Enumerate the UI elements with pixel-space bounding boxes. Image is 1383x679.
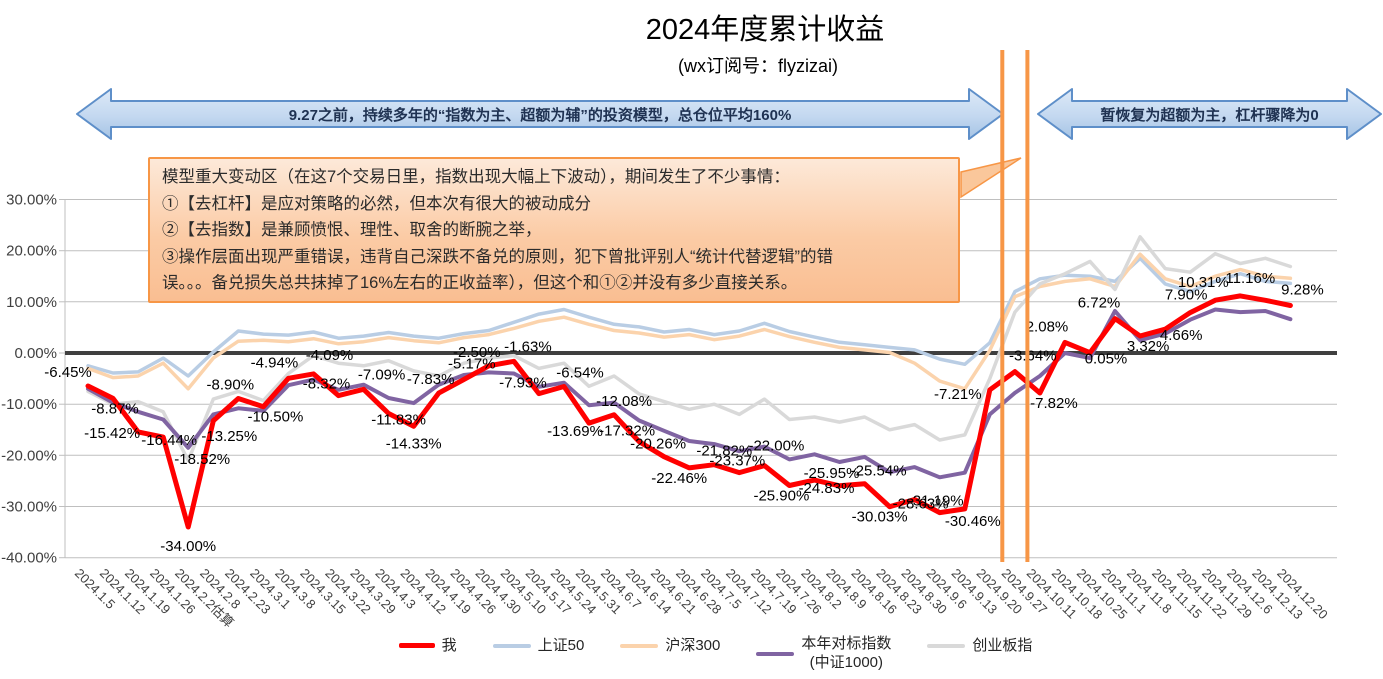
legend-label: 本年对标指数 xyxy=(801,635,892,652)
data-label: -24.83% xyxy=(799,480,855,497)
series-line xyxy=(86,256,1293,378)
data-label: -15.42% xyxy=(84,425,140,442)
data-label: -8.87% xyxy=(91,400,139,417)
y-axis-label: -10.00% xyxy=(1,396,57,413)
data-label: -16.44% xyxy=(141,432,197,449)
blue-line-swatch-icon xyxy=(492,643,531,648)
callout-line: 模型重大变动区（在这7个交易日里，指数出现大幅上下波动），期间发生了不少事情： xyxy=(162,168,790,186)
pre-927-strategy-text: 9.27之前，持续多年的“指数为主、超额为辅”的投资模型，总仓位平均160% xyxy=(288,106,792,124)
gray-line-swatch-icon xyxy=(927,643,966,648)
post-927-strategy-text: 暂恢复为超额为主，杠杆骤降为0 xyxy=(1100,106,1319,124)
page-subtitle: (wx订阅号：flyzizai) xyxy=(678,56,838,76)
left-right-arrow-icon xyxy=(1037,88,1382,140)
data-label: -2.50% xyxy=(453,344,501,361)
legend-item-csi300: 沪深300 xyxy=(620,634,720,655)
data-label: -8.90% xyxy=(207,377,255,394)
legend-item-me: 我 xyxy=(398,634,457,655)
data-label: 9.28% xyxy=(1281,282,1324,299)
data-label: 3.32% xyxy=(1127,338,1170,355)
y-axis-label: -40.00% xyxy=(1,550,57,567)
y-axis-label: -20.00% xyxy=(1,447,57,464)
data-label: -6.45% xyxy=(44,364,92,381)
data-label: -7.82% xyxy=(1030,395,1078,412)
data-label: -18.52% xyxy=(174,451,230,468)
y-axis-label: 10.00% xyxy=(6,294,57,311)
series-line xyxy=(86,235,1293,463)
data-label: -20.26% xyxy=(630,436,686,453)
y-axis-label: 20.00% xyxy=(6,243,57,260)
data-label: -30.46% xyxy=(945,513,1001,530)
data-label: -21.82% xyxy=(696,443,752,460)
data-label: 6.72% xyxy=(1078,295,1121,312)
data-label: -7.93% xyxy=(499,375,547,392)
y-axis-label: 0.00% xyxy=(14,345,57,362)
data-label: -7.09% xyxy=(358,366,406,383)
data-label: -22.46% xyxy=(651,470,707,487)
series-line xyxy=(86,252,1293,391)
data-label: -4.94% xyxy=(251,354,299,371)
callout-line: 误。。。备兑损失总共抹掉了16%左右的正收益率），但这个和①②并没有多少直接关系… xyxy=(162,274,798,292)
legend-item-chinext: 创业板指 xyxy=(927,634,1032,655)
y-axis-label: -30.00% xyxy=(1,499,57,516)
data-label: -14.33% xyxy=(386,435,442,452)
data-label: -13.69% xyxy=(547,423,603,440)
chart-legend: 我 上证50 沪深300 本年对标指数 (中证1000) 创业板指 xyxy=(48,634,1383,672)
callout-line: ③操作层面出现严重错误，违背自己深跌不备兑的原则，犯下曾批评别人“统计代替逻辑”… xyxy=(162,247,833,266)
data-label: -3.64% xyxy=(1009,348,1057,365)
data-label: -13.25% xyxy=(201,428,257,445)
data-label: -17.32% xyxy=(599,423,655,440)
series-line xyxy=(85,293,1293,530)
data-label: -12.08% xyxy=(596,393,652,410)
data-label: -8.32% xyxy=(303,376,351,393)
orange-line-swatch-icon xyxy=(620,643,659,648)
model-change-callout: 模型重大变动区（在这7个交易日里，指数出现大幅上下波动），期间发生了不少事情： … xyxy=(148,157,960,303)
callout-line: ②【去指数】是兼顾愤恨、理性、取舍的断腕之举， xyxy=(162,221,542,239)
data-label: 4.66% xyxy=(1160,327,1203,344)
red-line-swatch-icon xyxy=(398,643,435,648)
legend-label: 我 xyxy=(441,637,457,654)
legend-label: 沪深300 xyxy=(665,637,721,654)
callout-line: ①【去杠杆】是应对策略的必然，但本次有很大的被动成分 xyxy=(162,194,591,213)
data-label: -22.00% xyxy=(748,438,804,455)
pre-927-strategy-banner: 9.27之前，持续多年的“指数为主、超额为辅”的投资模型，总仓位平均160% xyxy=(75,86,1005,142)
data-label: 0.05% xyxy=(1085,351,1128,368)
legend-item-sse50: 上证50 xyxy=(492,634,585,655)
data-label: -7.21% xyxy=(934,386,982,403)
data-label: -30.03% xyxy=(852,509,908,526)
data-label: -25.54% xyxy=(851,463,907,480)
data-label: 11.16% xyxy=(1225,270,1275,287)
legend-label: 上证50 xyxy=(537,637,585,654)
data-label: -7.83% xyxy=(407,371,455,388)
data-label: -11.83% xyxy=(371,412,426,429)
data-label: -6.54% xyxy=(556,365,604,382)
legend-sublabel: (中证1000) xyxy=(809,654,884,671)
page-title: 2024年度累计收益 xyxy=(645,14,885,46)
data-label: -23.37% xyxy=(709,453,765,470)
data-label: -1.63% xyxy=(504,338,552,355)
data-label: 7.90% xyxy=(1165,287,1208,304)
data-label: 10.31% xyxy=(1178,274,1229,291)
data-label: -28.63% xyxy=(893,496,949,513)
y-axis-label: 30.00% xyxy=(6,192,57,209)
series-line xyxy=(86,307,1293,480)
data-label: -10.50% xyxy=(247,409,303,426)
data-label: 2.08% xyxy=(1026,318,1069,335)
post-927-strategy-banner: 暂恢复为超额为主，杠杆骤降为0 xyxy=(1036,86,1383,142)
data-label: -25.95% xyxy=(804,465,860,482)
legend-label: 创业板指 xyxy=(972,637,1033,654)
data-label: -31.19% xyxy=(908,493,964,510)
data-label: -34.00% xyxy=(160,538,216,555)
data-label: -4.09% xyxy=(306,347,354,364)
purple-line-swatch-icon xyxy=(756,652,795,656)
data-label: -5.17% xyxy=(448,356,496,373)
data-label: -25.90% xyxy=(753,488,809,505)
legend-item-benchmark: 本年对标指数 (中证1000) xyxy=(756,634,891,672)
